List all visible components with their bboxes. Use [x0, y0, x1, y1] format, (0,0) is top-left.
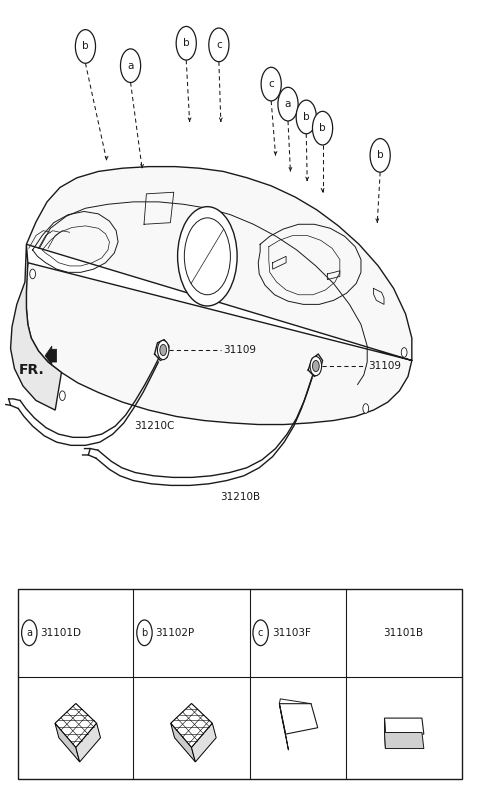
Circle shape	[261, 67, 281, 101]
Text: 31101B: 31101B	[384, 628, 424, 638]
Circle shape	[176, 26, 196, 60]
Text: 31109: 31109	[368, 361, 401, 371]
Text: c: c	[258, 628, 264, 638]
Text: b: b	[303, 112, 310, 122]
Circle shape	[178, 207, 237, 306]
Circle shape	[370, 139, 390, 172]
Text: FR.: FR.	[19, 363, 45, 377]
Polygon shape	[384, 718, 424, 734]
Polygon shape	[55, 723, 80, 762]
Circle shape	[60, 391, 65, 400]
Circle shape	[160, 344, 167, 356]
Polygon shape	[26, 167, 412, 425]
Polygon shape	[192, 723, 216, 762]
Text: 31210C: 31210C	[134, 421, 175, 431]
Text: a: a	[26, 628, 32, 638]
Polygon shape	[171, 703, 212, 747]
Circle shape	[310, 356, 322, 376]
Polygon shape	[45, 346, 57, 365]
Polygon shape	[384, 718, 385, 748]
Text: 31101D: 31101D	[40, 628, 81, 638]
Circle shape	[75, 30, 96, 63]
Text: a: a	[285, 99, 291, 109]
Polygon shape	[279, 704, 318, 734]
Circle shape	[157, 340, 169, 360]
Circle shape	[253, 620, 268, 646]
Text: a: a	[127, 61, 134, 70]
Polygon shape	[171, 723, 195, 762]
Text: b: b	[183, 38, 190, 48]
Polygon shape	[11, 244, 61, 410]
Circle shape	[137, 620, 152, 646]
Circle shape	[30, 269, 36, 279]
Text: b: b	[319, 123, 326, 133]
Circle shape	[363, 404, 369, 413]
Text: b: b	[82, 42, 89, 51]
Polygon shape	[76, 723, 100, 762]
Circle shape	[401, 348, 407, 357]
Circle shape	[296, 100, 316, 134]
Text: b: b	[377, 151, 384, 160]
Circle shape	[209, 28, 229, 62]
Bar	[18, 589, 462, 779]
Text: c: c	[216, 40, 222, 50]
Circle shape	[120, 49, 141, 83]
Polygon shape	[55, 703, 96, 747]
Polygon shape	[384, 732, 424, 748]
Circle shape	[278, 87, 298, 121]
Text: c: c	[268, 79, 274, 89]
Text: 31109: 31109	[223, 345, 256, 355]
Text: b: b	[141, 628, 148, 638]
Text: 31102P: 31102P	[156, 628, 195, 638]
Circle shape	[312, 111, 333, 145]
Polygon shape	[279, 704, 288, 750]
Text: 31210B: 31210B	[220, 492, 260, 501]
Circle shape	[312, 360, 319, 372]
Text: 31103F: 31103F	[272, 628, 311, 638]
Circle shape	[22, 620, 37, 646]
